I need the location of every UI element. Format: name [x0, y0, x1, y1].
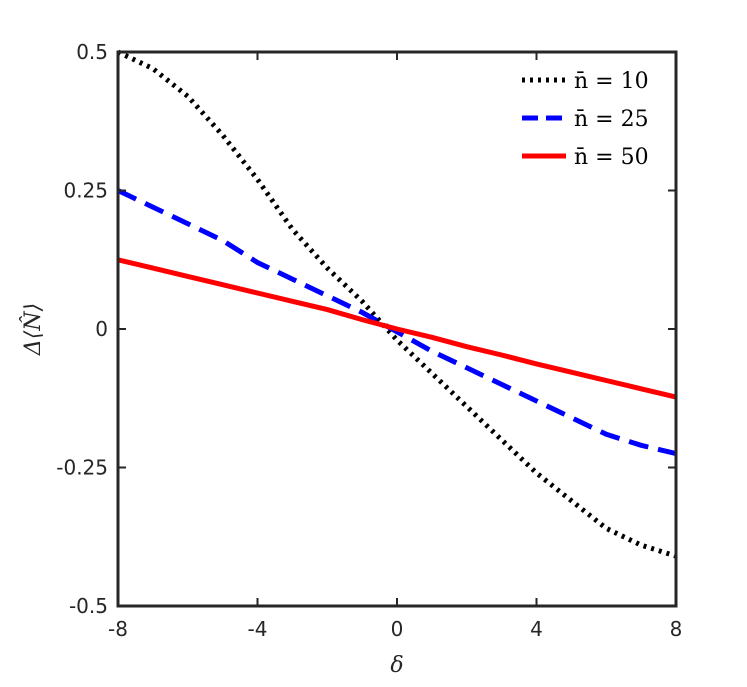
- x-axis-label: δ: [390, 653, 403, 678]
- y-tick-label: -0.25: [56, 456, 108, 480]
- x-tick-label: 8: [670, 617, 683, 641]
- legend-label-2: n̄ = 25: [574, 107, 649, 132]
- y-axis-label: Δ⟨N̂⟩: [20, 303, 46, 356]
- x-tick-label: -4: [248, 617, 268, 641]
- x-ticks: -8 -4 0 4 8: [108, 52, 682, 641]
- y-tick-label: -0.5: [69, 594, 108, 618]
- legend-label-1: n̄ = 10: [574, 69, 649, 94]
- x-tick-label: 4: [530, 617, 543, 641]
- legend: n̄ = 10 n̄ = 25 n̄ = 50: [522, 69, 649, 170]
- legend-label-3: n̄ = 50: [574, 145, 649, 170]
- y-tick-label: 0.25: [63, 179, 108, 203]
- y-tick-label: 0: [95, 317, 108, 341]
- series-line-3: [117, 257, 677, 400]
- series-lines: [116, 49, 677, 559]
- series-line-1: [116, 49, 677, 559]
- y-ticks: 0.5 0.25 0 -0.25 -0.5: [56, 40, 676, 618]
- y-tick-label: 0.5: [76, 40, 108, 64]
- x-tick-label: 0: [391, 617, 404, 641]
- x-tick-label: -8: [108, 617, 128, 641]
- series-line-2: [116, 188, 677, 457]
